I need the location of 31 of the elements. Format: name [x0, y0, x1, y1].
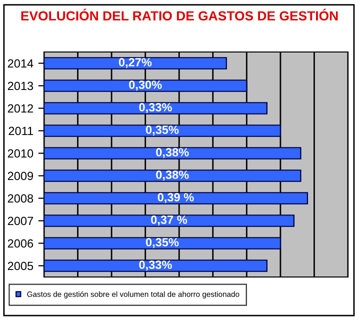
data-label: 0,33% [139, 260, 172, 271]
data-label: 0,33% [139, 103, 172, 114]
bar [44, 147, 302, 160]
bar [44, 170, 302, 182]
chart-title: EVOLUCIÓN DEL RATIO DE GASTOS DE GESTIÓN [21, 8, 338, 21]
data-label: 0,35% [146, 126, 179, 136]
bar [44, 80, 248, 92]
y-tick-label: 2012 [8, 104, 33, 113]
y-tick-label: 2006 [8, 239, 34, 248]
data-label: 0,37 % [151, 216, 188, 226]
y-tick-label: 2010 [8, 149, 34, 158]
bar [44, 57, 227, 70]
y-tick-label: 2013 [8, 82, 34, 90]
data-label: 0,38% [156, 148, 189, 158]
data-label: 0,35% [146, 238, 179, 248]
bar [44, 102, 268, 114]
y-tick-label: 2011 [8, 126, 34, 136]
y-tick-label: 2007 [8, 216, 33, 226]
y-tick-label: 2008 [8, 194, 34, 203]
y-tick-label: 2009 [8, 172, 34, 180]
bar [44, 214, 295, 227]
y-tick-label: 2014 [8, 59, 34, 68]
data-label: 0,39 % [158, 193, 194, 204]
y-tick-label: 2005 [8, 262, 34, 270]
bar [44, 260, 268, 272]
data-label: 0,38% [156, 170, 189, 181]
bar [44, 124, 281, 137]
bar [44, 237, 281, 250]
data-label: 0,30% [129, 80, 162, 91]
data-label: 0,27% [118, 58, 152, 68]
bar [44, 192, 308, 204]
